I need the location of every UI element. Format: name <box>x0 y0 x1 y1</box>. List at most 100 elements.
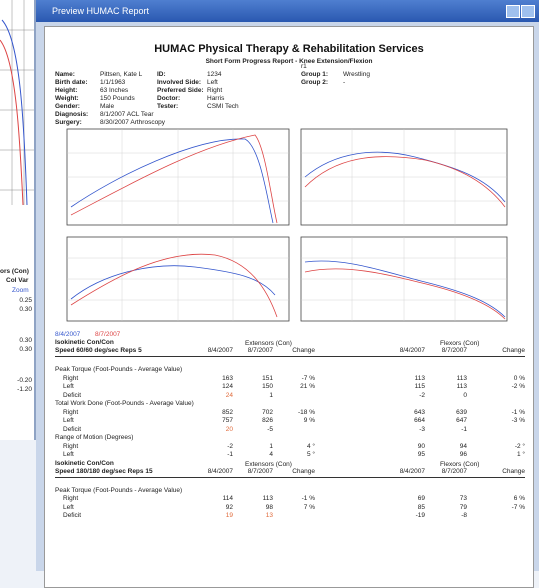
side-chart <box>0 0 34 206</box>
cell: 5 ° <box>306 451 315 458</box>
torque-chart <box>300 128 508 226</box>
cell: -5 <box>267 425 273 433</box>
cell: 1 <box>269 391 273 399</box>
cell: 113 <box>262 495 273 502</box>
cell: 96 <box>459 451 467 458</box>
field-value: Left <box>207 79 218 86</box>
column-header: 8/7/2007 <box>247 467 273 475</box>
cell: -3 <box>419 425 425 433</box>
field-value: 8/30/2007 Arthroscopy <box>100 119 166 126</box>
cell: -1 <box>461 425 467 433</box>
field-label: Preferred Side: <box>157 87 204 94</box>
cell: 4 ° <box>306 442 315 450</box>
cell: -19 <box>415 512 425 519</box>
cell: 113 <box>456 383 467 390</box>
field-value: 150 Pounds <box>100 95 135 102</box>
torque-chart <box>300 236 508 322</box>
cell: 98 <box>265 503 273 511</box>
column-group: Flexors (Con) <box>440 340 480 347</box>
cell: 150 <box>262 383 273 390</box>
charts <box>66 128 508 322</box>
cell: 13 <box>265 512 273 519</box>
side-value: 0.30 <box>19 346 32 353</box>
cell: -18 % <box>298 408 315 416</box>
field-value: CSMI Tech <box>207 103 239 110</box>
column-header: 8/7/2007 <box>441 467 467 475</box>
cell: -2 <box>227 442 233 450</box>
cell: 73 <box>459 495 467 502</box>
column-header: 8/4/2007 <box>399 347 425 354</box>
cell: 24 <box>225 391 233 399</box>
row-label: Deficit <box>63 391 82 399</box>
cell: -8 <box>461 512 467 519</box>
side-header: ors (Con) <box>0 268 29 275</box>
report-title: HUMAC Physical Therapy & Rehabilitation … <box>154 43 424 55</box>
cell: 826 <box>262 417 273 424</box>
cell: 9 % <box>303 417 315 424</box>
block-title: Isokinetic Con/Con <box>55 459 114 467</box>
column-header: 8/4/2007 <box>399 467 425 475</box>
cell: 1 ° <box>516 451 525 458</box>
cell: 114 <box>222 495 233 502</box>
cell: 85 <box>417 503 425 511</box>
side-value: 0.30 <box>19 337 32 344</box>
cell: 19 <box>225 512 233 519</box>
legend-date: 8/7/2007 <box>95 331 121 338</box>
row-label: Left <box>63 503 74 511</box>
side-value: 0.25 <box>19 297 32 304</box>
torque-chart <box>66 128 290 226</box>
cell: 79 <box>459 503 467 511</box>
field-label: Height: <box>55 87 78 94</box>
rule <box>55 356 525 357</box>
group-title: Range of Motion (Degrees) <box>55 434 134 441</box>
field-label: Group 2: <box>301 79 329 86</box>
column-group: Extensors (Con) <box>245 460 292 468</box>
field-label: Weight: <box>55 95 79 102</box>
field-label: Doctor: <box>157 95 181 102</box>
field-label: Gender: <box>55 103 80 110</box>
cell: 647 <box>456 417 467 424</box>
row-label: Deficit <box>63 425 82 433</box>
row-label: Right <box>63 495 79 502</box>
report-window: Preview HUMAC Report HUMAC Physical Ther… <box>36 0 539 588</box>
field-value: 8/1/2007 ACL Tear <box>100 111 154 118</box>
field-value: 63 Inches <box>100 87 129 94</box>
cell: 6 % <box>513 495 525 502</box>
report-subtitle: Short Form Progress Report - Knee Extens… <box>205 58 373 65</box>
window-button[interactable] <box>521 5 535 18</box>
side-legend: Zoom <box>12 287 29 294</box>
cell: -2 ° <box>514 442 525 450</box>
speed-label: Speed 180/180 deg/sec Reps 15 <box>55 467 153 475</box>
column-header: Change <box>502 467 525 475</box>
cell: 664 <box>414 417 425 424</box>
field-value: Male <box>100 103 115 110</box>
report-page: HUMAC Physical Therapy & Rehabilitation … <box>44 26 534 588</box>
speed-label: Speed 60/60 deg/sec Reps 5 <box>55 347 142 354</box>
field-label: ID: <box>157 71 166 78</box>
field-label: Tester: <box>157 103 179 110</box>
field-value: Pittsen, Kate L <box>100 71 143 78</box>
cell: 69 <box>417 495 425 502</box>
cell: 4 <box>269 451 273 458</box>
cell: 115 <box>414 383 425 390</box>
group-title: Peak Torque (Foot-Pounds - Average Value… <box>55 486 183 494</box>
cell: 1 <box>269 442 273 450</box>
cell: 94 <box>459 442 467 450</box>
field-label: Group 1: <box>301 71 329 78</box>
rule <box>55 476 525 478</box>
column-header: Change <box>502 347 525 354</box>
side-subheader: Col Var <box>6 277 29 284</box>
cell: -1 % <box>511 408 525 416</box>
column-header: 8/7/2007 <box>247 347 273 354</box>
cell: 643 <box>414 408 425 416</box>
cell: 852 <box>222 408 233 416</box>
field-label: Surgery: <box>55 119 82 126</box>
block-title: Isokinetic Con/Con <box>55 339 114 346</box>
window-button[interactable] <box>506 5 520 18</box>
cell: 90 <box>417 442 425 450</box>
field-label: Birth date: <box>55 79 88 86</box>
column-header: Change <box>292 467 315 475</box>
cell: 20 <box>225 425 233 433</box>
side-value: -0.20 <box>17 377 32 384</box>
cell: -1 <box>227 451 233 458</box>
